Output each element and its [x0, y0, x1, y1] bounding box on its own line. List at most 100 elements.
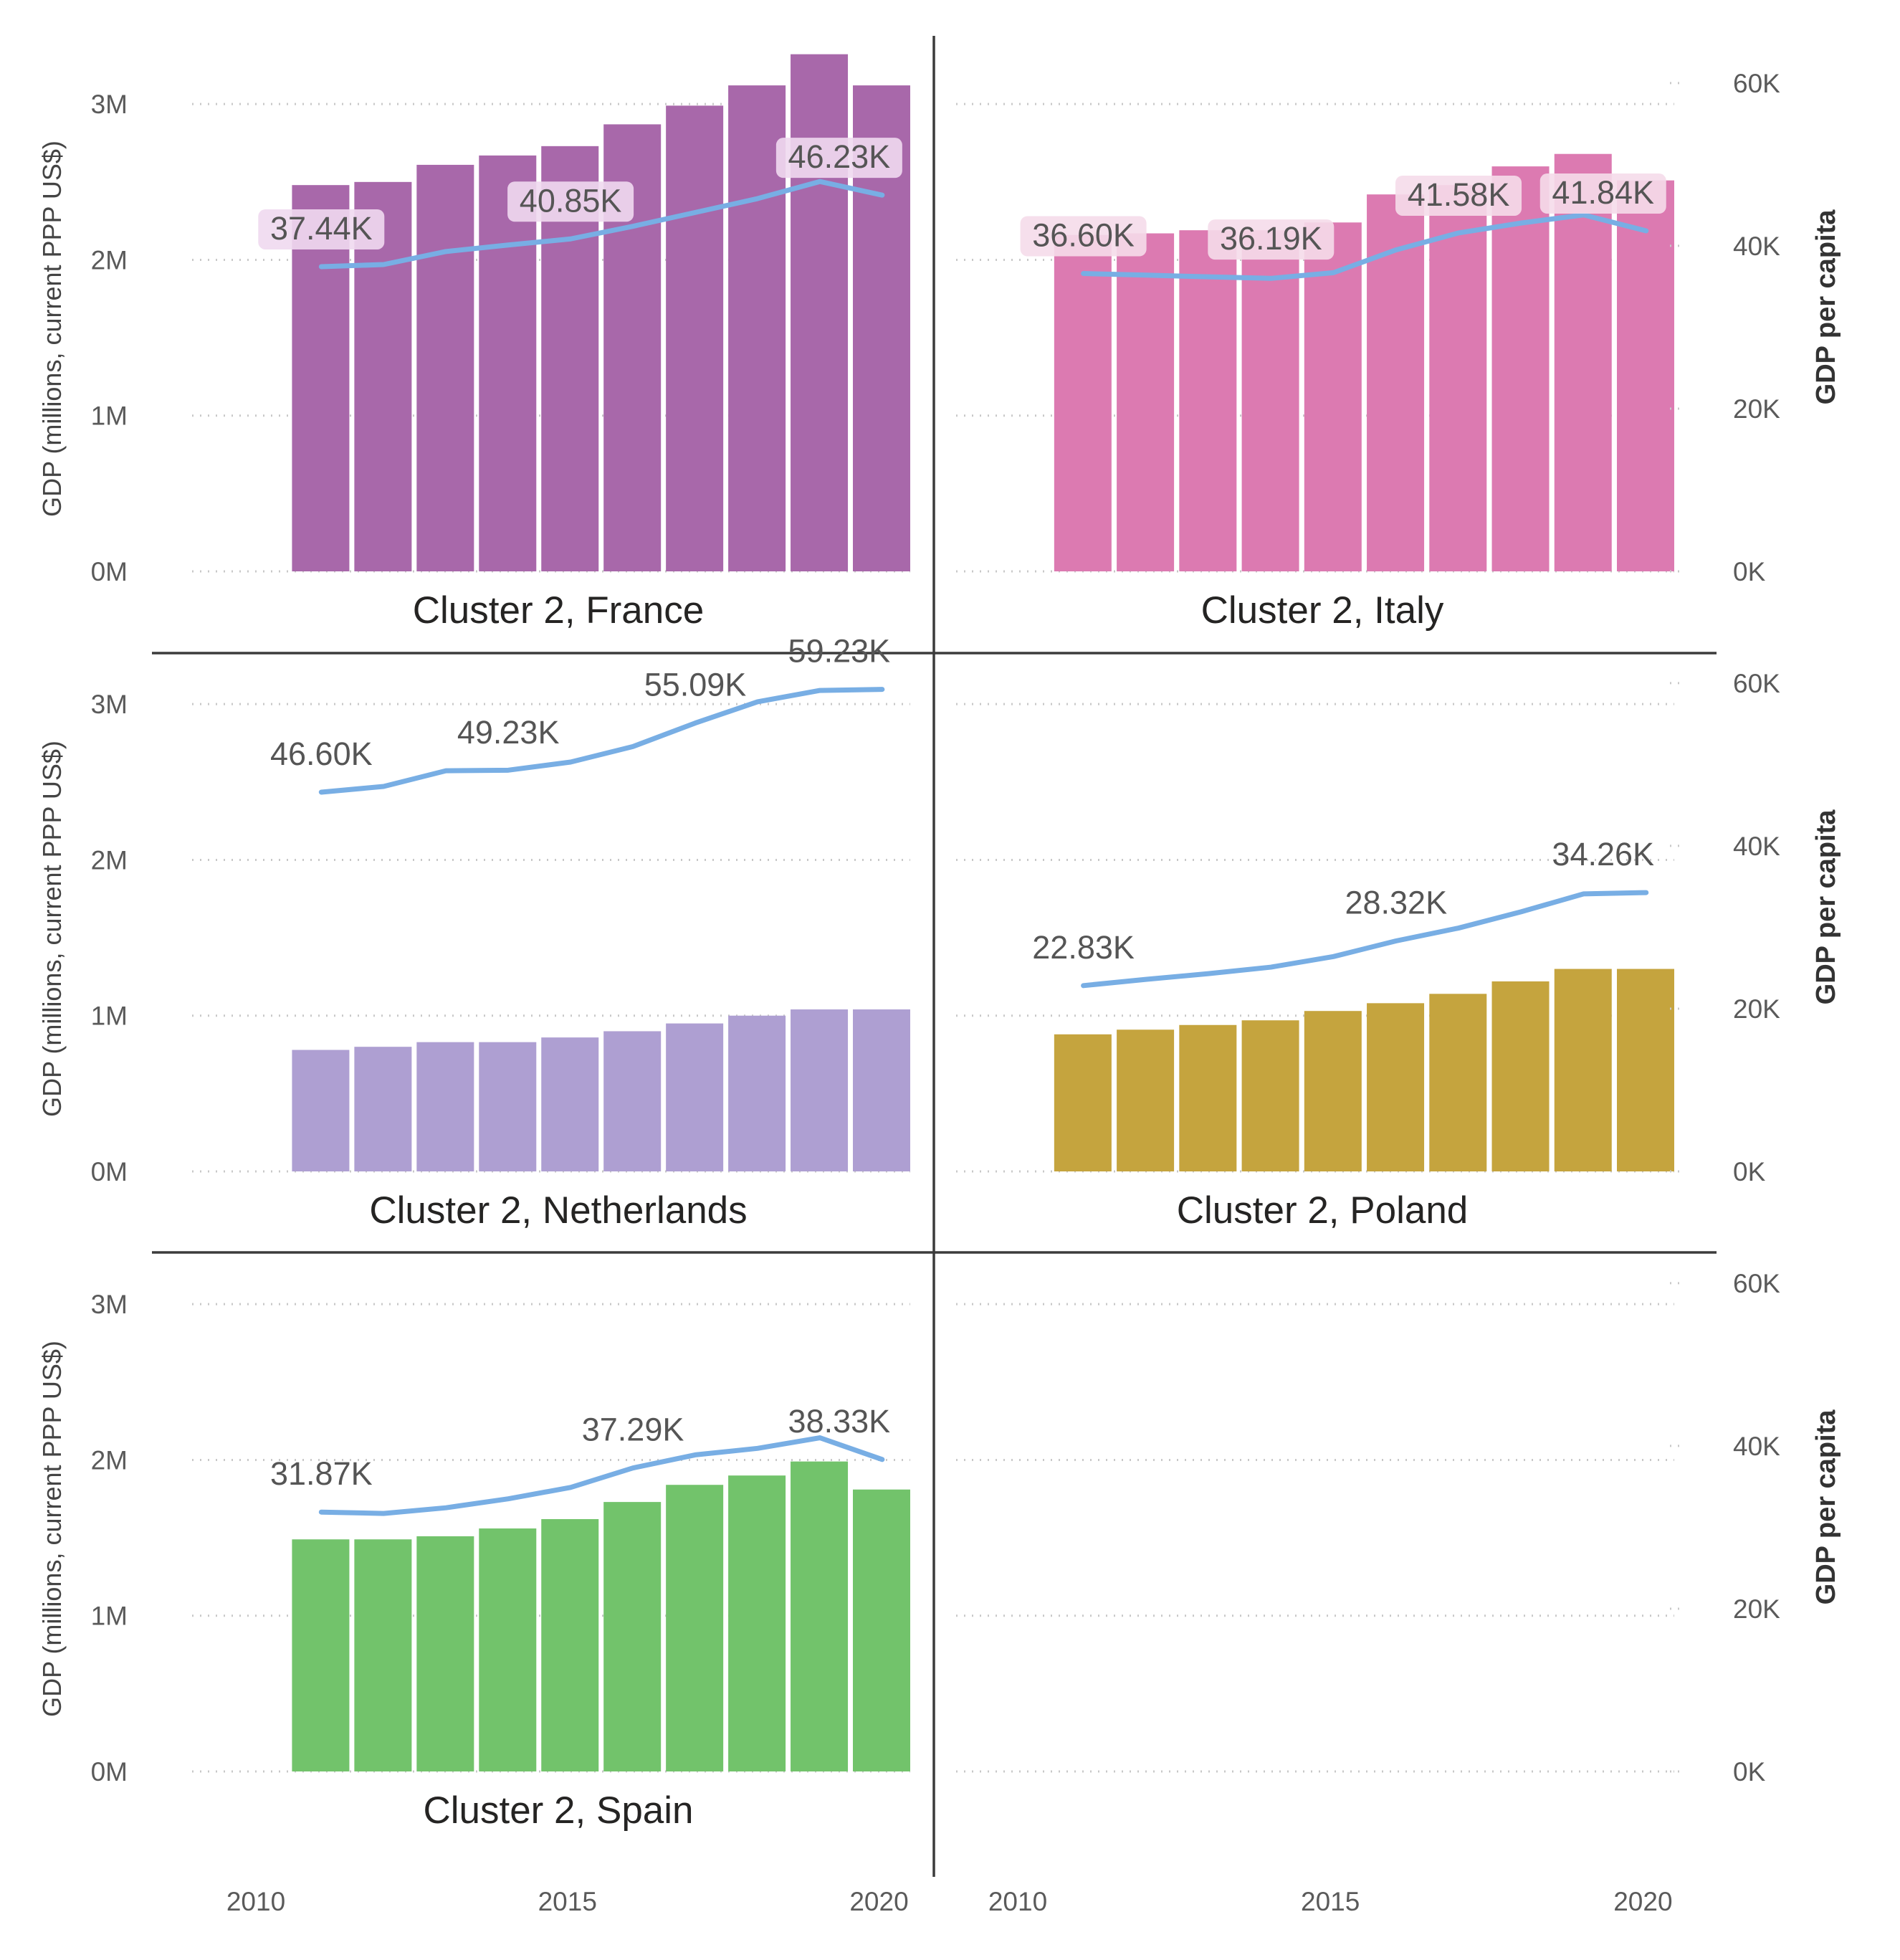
bar: [1054, 1034, 1112, 1171]
bar: [416, 1042, 474, 1171]
y-right-tick-label: 60K: [1733, 669, 1780, 698]
bar: [603, 1031, 662, 1171]
bar: [853, 1009, 910, 1171]
bar: [1054, 234, 1112, 571]
y-right-axis-title: GDP per capita: [1811, 809, 1841, 1005]
data-label: 36.60K: [1032, 217, 1135, 253]
bar: [416, 1536, 474, 1771]
x-tick-label: 2015: [538, 1887, 597, 1916]
y-left-tick-label: 3M: [91, 1290, 128, 1319]
data-label-background: [507, 181, 634, 222]
data-label: 46.23K: [788, 138, 891, 175]
data-label-background: [258, 209, 385, 249]
panel-cluster-2-france: 37.44K 40.85K 46.23K Cluster 2, France: [258, 54, 910, 632]
panel-title: Cluster 2, France: [413, 589, 704, 632]
bar: [1241, 230, 1299, 571]
bar: [1304, 1011, 1362, 1171]
bar: [791, 1461, 849, 1771]
bar: [728, 1015, 786, 1171]
y-right-tick-label: 0K: [1733, 557, 1766, 586]
y-right-tick-label: 60K: [1733, 1269, 1780, 1298]
x-axes: 2010 2015 2020 2010 2015 2020: [226, 1887, 1673, 1916]
bar: [479, 155, 537, 571]
y-right-tick-label: 0K: [1733, 1757, 1766, 1787]
data-label: 49.23K: [457, 714, 560, 751]
bar: [1241, 1020, 1299, 1171]
y-left-tick-label: 3M: [91, 90, 128, 119]
y-right-tick-label: 20K: [1733, 1594, 1780, 1624]
bar: [1554, 969, 1612, 1171]
right-axes: 0K 20K 40K 60K GDP per capita 0K 20K 40K 60K GDP …: [1670, 69, 1841, 1787]
data-label: 55.09K: [644, 667, 747, 703]
data-label: 37.44K: [270, 210, 373, 247]
bar: [1117, 1029, 1175, 1171]
x-tick-label: 2010: [988, 1887, 1047, 1916]
data-label-background: [1539, 173, 1666, 214]
panel-cluster-2-italy: 36.60K 36.19K 41.58K 41.84K Cluster 2, Italy: [1020, 153, 1674, 632]
bar: [1304, 222, 1362, 571]
data-label-background: [1395, 175, 1522, 216]
bar: [1617, 969, 1674, 1171]
per-capita-line: [318, 179, 885, 270]
bar: [354, 1539, 412, 1771]
bar: [1617, 180, 1674, 572]
x-tick-label: 2020: [849, 1887, 908, 1916]
bar: [354, 1047, 412, 1171]
y-right-axis-title: GDP per capita: [1811, 209, 1841, 405]
bar: [728, 1475, 786, 1771]
panel-title: Cluster 2, Italy: [1201, 589, 1444, 632]
data-label: 31.87K: [270, 1455, 373, 1492]
y-left-tick-label: 0M: [91, 1757, 128, 1787]
bar: [1491, 981, 1550, 1171]
bar: [416, 164, 474, 571]
data-label-background: [1208, 219, 1335, 260]
bar: [479, 1528, 537, 1771]
data-label: 46.60K: [270, 736, 373, 772]
y-right-tick-label: 40K: [1733, 232, 1780, 261]
data-label: 34.26K: [1552, 836, 1654, 872]
data-label: 41.58K: [1408, 176, 1510, 213]
y-right-tick-label: 40K: [1733, 832, 1780, 861]
bar: [728, 85, 786, 572]
y-left-axis-title: GDP (millions, current PPP US$): [37, 741, 67, 1117]
bar: [1429, 994, 1487, 1171]
bar: [603, 1502, 662, 1771]
data-label: 41.84K: [1552, 174, 1654, 211]
y-left-tick-label: 0M: [91, 557, 128, 586]
y-left-tick-label: 2M: [91, 845, 128, 875]
panel-cluster-2-spain: 31.87K 37.29K 38.33K Cluster 2, Spain: [270, 1403, 910, 1832]
bar: [479, 1042, 537, 1171]
bar: [1429, 185, 1487, 571]
x-tick-label: 2020: [1613, 1887, 1672, 1916]
bar: [292, 1539, 350, 1771]
bar: [1367, 1003, 1425, 1171]
y-left-axis-title: GDP (millions, current PPP US$): [37, 1341, 67, 1717]
x-tick-label: 2015: [1301, 1887, 1360, 1916]
y-right-axis-title: GDP per capita: [1811, 1409, 1841, 1605]
panel-title: Cluster 2, Spain: [423, 1789, 693, 1832]
data-label-background: [775, 138, 902, 179]
bar: [791, 1009, 849, 1171]
bar: [541, 1519, 599, 1771]
bar: [666, 105, 724, 571]
left-axes: 0M 1M 2M 3M GDP (millions, current PPP US$) 0…: [37, 90, 128, 1787]
bar: [666, 1485, 724, 1771]
bar: [1179, 1024, 1237, 1171]
per-capita-line: [1081, 890, 1649, 989]
panel-title: Cluster 2, Poland: [1177, 1189, 1469, 1232]
y-left-tick-label: 1M: [91, 1002, 128, 1031]
data-label: 37.29K: [582, 1412, 684, 1448]
y-right-tick-label: 0K: [1733, 1157, 1766, 1186]
data-label: 38.33K: [788, 1403, 891, 1440]
data-label: 22.83K: [1032, 929, 1135, 966]
y-right-tick-label: 40K: [1733, 1432, 1780, 1461]
y-left-tick-label: 2M: [91, 245, 128, 275]
chart-panels: 37.44K 40.85K 46.23K Cluster 2, France 36.60…: [192, 54, 1674, 1832]
bar: [791, 54, 849, 572]
y-right-tick-label: 60K: [1733, 69, 1780, 98]
panel-dividers: [152, 36, 1717, 1877]
y-left-tick-label: 1M: [91, 1602, 128, 1631]
data-label-background: [1020, 216, 1147, 257]
y-left-tick-label: 3M: [91, 690, 128, 719]
